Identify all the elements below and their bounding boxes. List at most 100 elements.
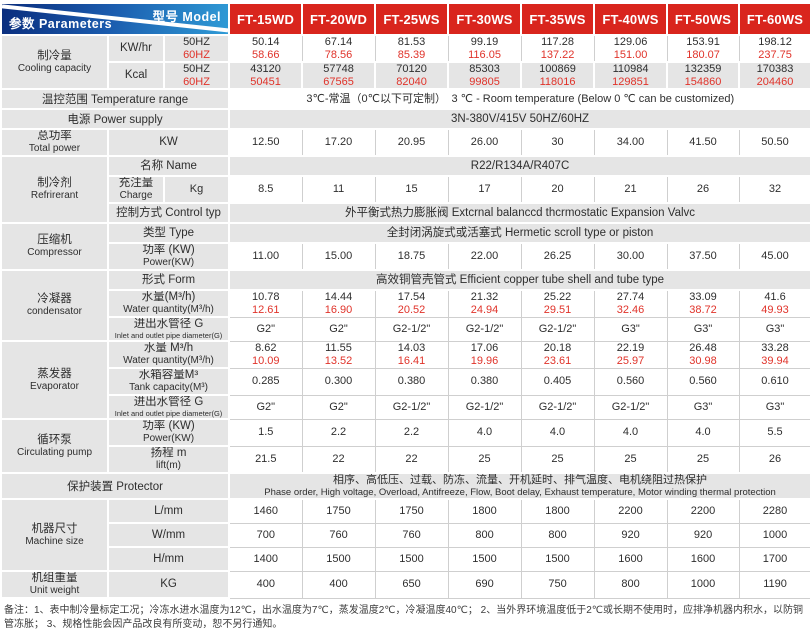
value: 0.610 bbox=[761, 375, 789, 388]
value: 11.00 bbox=[252, 250, 280, 263]
model-column-header: FT-60WS bbox=[738, 2, 810, 36]
value-60hz: 78.56 bbox=[324, 48, 353, 61]
label-zh: 进出水管径 G bbox=[133, 318, 204, 330]
sub-label: 进出水管径 G Inlet and outlet pipe diameter(G) bbox=[106, 316, 231, 342]
value: 0.380 bbox=[397, 375, 426, 388]
value-50hz: 129.06 bbox=[613, 36, 648, 48]
sub-label: 功率 (KW) Power(KW) bbox=[106, 242, 231, 271]
merged-value: R22/R134A/R407C bbox=[228, 155, 810, 177]
spec-value-cell: 129.06 151.00 bbox=[593, 34, 668, 63]
sub-label: 类型 Type bbox=[106, 222, 231, 244]
value: 2.2 bbox=[330, 426, 347, 439]
corner-parameters-label: 参数 Parameters bbox=[9, 17, 113, 31]
value-60hz: 16.90 bbox=[324, 303, 353, 316]
spec-value-cell: 1800 bbox=[520, 498, 595, 524]
spec-value-cell: 26.00 bbox=[447, 128, 522, 157]
value-60hz: 204460 bbox=[756, 75, 794, 88]
value: 20 bbox=[551, 183, 564, 196]
value: 650 bbox=[402, 578, 421, 591]
sub-label: 控制方式 Control typ bbox=[106, 202, 231, 224]
value: G3" bbox=[693, 400, 713, 413]
value-60hz: 85.39 bbox=[397, 48, 426, 61]
value: 0.405 bbox=[543, 375, 572, 388]
value: 920 bbox=[621, 528, 640, 541]
merged-value: 高效铜管壳管式 Efficient copper tube shell and … bbox=[228, 269, 810, 291]
value: 700 bbox=[256, 528, 275, 541]
spec-value-cell: G2-1/2" bbox=[520, 316, 595, 342]
value: 8.5 bbox=[258, 183, 274, 196]
spec-value-cell: 690 bbox=[447, 570, 522, 599]
footnotes: 备注：1、表中制冷量标定工况；冷冻水进水温度为12℃，出水温度为7℃，蒸发温度2… bbox=[4, 605, 803, 630]
merged-value-line: Phase order, High voltage, Overload, Ant… bbox=[264, 487, 776, 498]
value: 25 bbox=[696, 453, 710, 465]
value: 1190 bbox=[763, 578, 787, 591]
label-en: Cooling capacity bbox=[17, 62, 92, 74]
value: 32 bbox=[768, 183, 782, 196]
value: Kg bbox=[189, 183, 204, 196]
value: 920 bbox=[693, 528, 713, 541]
spec-value-cell: 1750 bbox=[374, 498, 449, 524]
label-en: Total power bbox=[28, 143, 81, 154]
spec-value-cell: 26.25 bbox=[520, 242, 595, 271]
spec-value-cell: 800 bbox=[593, 570, 668, 599]
section-label: 机器尺寸 Machine size bbox=[0, 498, 109, 572]
spec-value-cell: 11.00 bbox=[228, 242, 303, 271]
value: 21 bbox=[624, 183, 637, 196]
spec-value-cell: 0.405 bbox=[520, 367, 595, 396]
value-60hz: 60HZ bbox=[183, 75, 210, 88]
spec-value-cell: 760 bbox=[301, 522, 376, 548]
table-row: Kcal 50HZ 60HZ 43120 50451 57748 67565 70120 820… bbox=[1, 61, 810, 90]
unit-label: 50HZ 60HZ bbox=[162, 61, 231, 90]
section-label: 循环泵 Circulating pump bbox=[0, 418, 109, 474]
spec-value-cell: 15.00 bbox=[301, 242, 376, 271]
spec-value-cell: G2" bbox=[301, 316, 376, 342]
table-row: 制冷量 Cooling capacity KW/hr 50HZ 60HZ 50.14 58.… bbox=[0, 34, 810, 90]
value-50hz: 25.22 bbox=[543, 291, 572, 304]
value: G2-1/2" bbox=[392, 322, 431, 335]
value: 760 bbox=[402, 528, 421, 541]
label-zh: 水箱容量M³ bbox=[138, 369, 199, 381]
table-row: H/mm 1400 1500 1500 1500 1500 1600 1600 1700 bbox=[1, 546, 810, 572]
model-column-header: FT-25WS bbox=[374, 2, 450, 36]
spec-value-cell: 5.5 bbox=[738, 418, 810, 447]
label-zh: 冷凝器 bbox=[37, 293, 72, 305]
table-row: 总功率 Total power KW 12.50 17.20 20.95 26.00 30 34… bbox=[0, 128, 810, 157]
merged-value-line: 外平衡式热力膨胀阀 Extcrnal balanccd thcrmostatic… bbox=[345, 206, 696, 219]
spec-value-cell: 10.78 12.61 bbox=[228, 289, 303, 318]
spec-value-cell: 1700 bbox=[738, 546, 810, 572]
spec-value-cell: 30.00 bbox=[593, 242, 668, 271]
value-50hz: 70120 bbox=[396, 63, 427, 75]
value: 2.2 bbox=[403, 426, 420, 439]
spec-value-cell: G2" bbox=[228, 316, 303, 342]
value-50hz: 21.32 bbox=[470, 291, 499, 304]
label-zh: 功率 (KW) bbox=[142, 244, 195, 256]
value-50hz: 50HZ bbox=[183, 36, 210, 48]
value: 1750 bbox=[399, 505, 424, 517]
value: 30 bbox=[551, 136, 564, 149]
label-text: 形式 Form bbox=[142, 273, 196, 286]
unit-label: Kg bbox=[162, 175, 231, 204]
spec-value-cell: G2" bbox=[228, 394, 303, 420]
value: 760 bbox=[329, 528, 348, 541]
merged-value: 相序、高低压、过载、防冻、流量、开机延时、排气温度、电机绕阻过热保护 Phase … bbox=[228, 472, 810, 500]
value: 25 bbox=[551, 453, 564, 465]
value: 1500 bbox=[399, 552, 424, 565]
spec-value-cell: 0.560 bbox=[593, 367, 668, 396]
spec-value-cell: 30 bbox=[520, 128, 595, 157]
spec-value-cell: 99.19 116.05 bbox=[447, 34, 522, 63]
value-60hz: 32.46 bbox=[616, 303, 645, 316]
value: 690 bbox=[475, 578, 494, 591]
value: 25 bbox=[624, 453, 637, 465]
value: 0.560 bbox=[616, 375, 645, 388]
spec-value-cell: G2-1/2" bbox=[447, 394, 522, 420]
label-en: condensator bbox=[26, 306, 83, 317]
spec-value-cell: 11.55 13.52 bbox=[301, 340, 376, 369]
spec-value-cell: 2.2 bbox=[374, 418, 449, 447]
value: 1460 bbox=[253, 505, 279, 517]
value: 1750 bbox=[326, 505, 351, 517]
value: 1500 bbox=[472, 552, 497, 565]
value: 26.00 bbox=[470, 136, 499, 149]
value-60hz: 38.72 bbox=[689, 303, 717, 316]
spec-value-cell: 26.48 30.98 bbox=[666, 340, 740, 369]
spec-value-cell: 0.285 bbox=[228, 367, 303, 396]
